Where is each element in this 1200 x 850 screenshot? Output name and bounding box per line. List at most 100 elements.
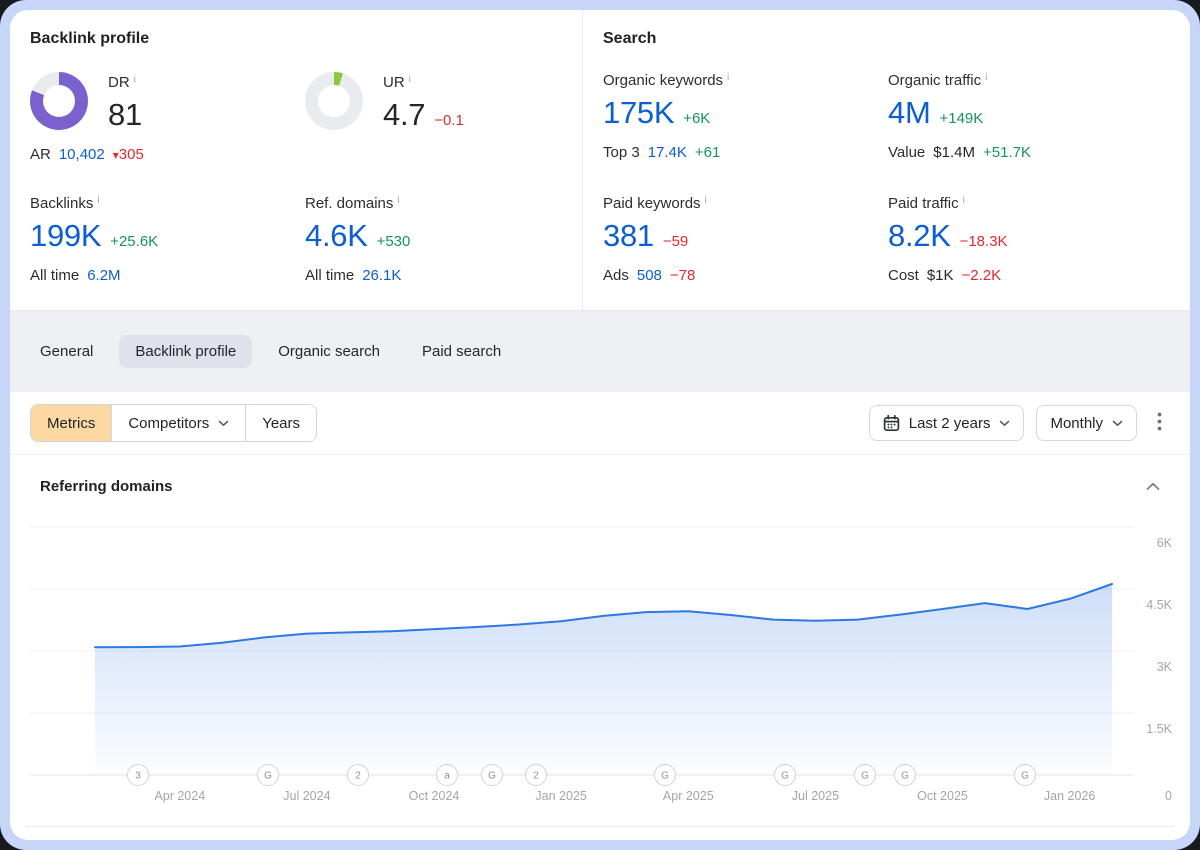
ref-domains-alltime-value[interactable]: 26.1K [362,267,402,284]
info-icon[interactable]: i [97,195,100,206]
ads-value[interactable]: 508 [636,267,662,284]
x-axis-label: Jul 2025 [792,789,839,803]
chevron-down-icon [1000,420,1010,426]
ar-value[interactable]: 10,402 [58,146,105,163]
event-marker[interactable]: G [854,764,876,786]
stat-backlinks: Backlinks i 199K +25.6K All time 6.2M [30,195,305,284]
ur-delta: −0.1 [434,112,464,129]
sub-label: All time [305,267,355,284]
info-icon[interactable]: i [408,74,411,85]
event-marker[interactable]: G [654,764,676,786]
ref-domains-value[interactable]: 4.6K [305,218,368,253]
stat-label: UR [383,74,405,91]
stat-paid-keywords: Paid keywords i 381 −59 Ads 508 −78 [603,195,888,284]
info-icon[interactable]: i [962,195,965,206]
top3-delta: +61 [694,144,721,161]
competitors-segment[interactable]: Competitors [111,405,246,441]
event-marker[interactable]: G [774,764,796,786]
granularity-button[interactable]: Monthly [1036,405,1137,441]
tab-paid-search[interactable]: Paid search [421,343,502,360]
stat-label: Ref. domains [305,195,394,212]
top3-value[interactable]: 17.4K [647,144,687,161]
info-icon[interactable]: i [704,195,707,206]
ar-label: AR [30,146,51,163]
organic-keywords-value[interactable]: 175K [603,95,675,130]
ref-domains-delta: +530 [376,233,411,250]
dr-gauge [30,72,88,130]
referring-domains-section: Referring domains 6K 4.5K 3K 1.5K 0 Apr 2024 J… [10,455,1190,840]
chart-toolbar: Metrics Competitors Years Last [10,392,1190,455]
paid-traffic-value[interactable]: 8.2K [888,218,951,253]
chart-title: Referring domains [40,478,173,495]
event-marker[interactable]: 3 [127,764,149,786]
ur-value: 4.7 [383,97,426,132]
y-axis-label: 4.5K [1146,598,1172,612]
stat-label: Organic traffic [888,72,982,89]
event-marker[interactable]: a [436,764,458,786]
event-marker[interactable]: G [1014,764,1036,786]
stat-paid-traffic: Paid traffic i 8.2K −18.3K Cost $1K −2.2… [888,195,1190,284]
stats-panel: Backlink profile DR i 81 [10,10,1190,310]
card-footer [26,826,1174,840]
x-axis-label: Oct 2024 [409,789,460,803]
cost-value: $1K [926,267,954,284]
triangle-down-icon: ▾ [112,148,119,162]
traffic-value-amount: $1.4M [933,144,975,161]
stat-ref-domains: Ref. domains i 4.6K +530 All time 26.1K [305,195,582,284]
svg-text:G: G [1021,771,1029,782]
search-section: Search Organic keywords i 175K +6K Top 3… [583,10,1190,310]
event-marker[interactable]: G [481,764,503,786]
svg-text:2: 2 [355,771,361,782]
ads-delta: −78 [669,267,696,284]
organic-traffic-value[interactable]: 4M [888,95,931,130]
collapse-section-button[interactable] [1142,475,1164,498]
backlinks-alltime-value[interactable]: 6.2M [87,267,121,284]
sub-label: Ads [603,267,629,284]
y-axis-label: 6K [1157,536,1173,550]
svg-text:2: 2 [533,771,539,782]
stat-organic-keywords: Organic keywords i 175K +6K Top 3 17.4K … [603,72,888,195]
x-axis-label: Apr 2025 [663,789,714,803]
tab-organic-search[interactable]: Organic search [278,343,380,360]
info-icon[interactable]: i [985,72,988,83]
info-icon[interactable]: i [397,195,400,206]
info-icon[interactable]: i [727,72,730,83]
date-range-button[interactable]: Last 2 years [868,405,1025,441]
event-marker[interactable]: 2 [347,764,369,786]
stat-label: DR [108,74,130,91]
calendar-icon [883,414,900,431]
y-axis-label: 3K [1157,660,1173,674]
info-icon[interactable]: i [133,74,136,85]
y-axis-label: 0 [1165,789,1172,803]
svg-text:G: G [781,771,789,782]
overview-card: Backlink profile DR i 81 [10,10,1190,840]
stat-dr: DR i 81 AR 10,402 ▾305 [30,72,305,195]
tab-backlink-profile[interactable]: Backlink profile [119,335,253,368]
event-marker[interactable]: 2 [525,764,547,786]
kebab-menu-icon [1157,412,1162,431]
x-axis-label: Jan 2026 [1044,789,1095,803]
years-segment[interactable]: Years [245,405,317,441]
svg-text:G: G [901,771,909,782]
organic-traffic-delta: +149K [939,110,984,127]
backlinks-value[interactable]: 199K [30,218,102,253]
tab-general[interactable]: General [40,343,94,360]
stat-label: Organic keywords [603,72,724,89]
svg-text:3: 3 [135,771,141,782]
chevron-down-icon [218,420,229,426]
paid-keywords-value[interactable]: 381 [603,218,654,253]
stat-label: Backlinks [30,195,94,212]
svg-text:G: G [264,771,272,782]
cost-delta: −2.2K [961,267,1002,284]
metrics-segment[interactable]: Metrics [31,405,112,441]
chevron-down-icon [1112,420,1123,426]
event-marker[interactable]: G [894,764,916,786]
x-axis-label: Oct 2025 [917,789,968,803]
sub-label: Value [888,144,926,161]
referring-domains-chart[interactable]: 6K 4.5K 3K 1.5K 0 Apr 2024 Jul 2024 Oct 2024 Jan… [26,499,1174,818]
more-options-button[interactable] [1149,408,1170,438]
event-marker[interactable]: G [257,764,279,786]
section-tabs: General Backlink profile Organic search … [10,310,1190,392]
view-segmented-control: Metrics Competitors Years [30,404,318,442]
